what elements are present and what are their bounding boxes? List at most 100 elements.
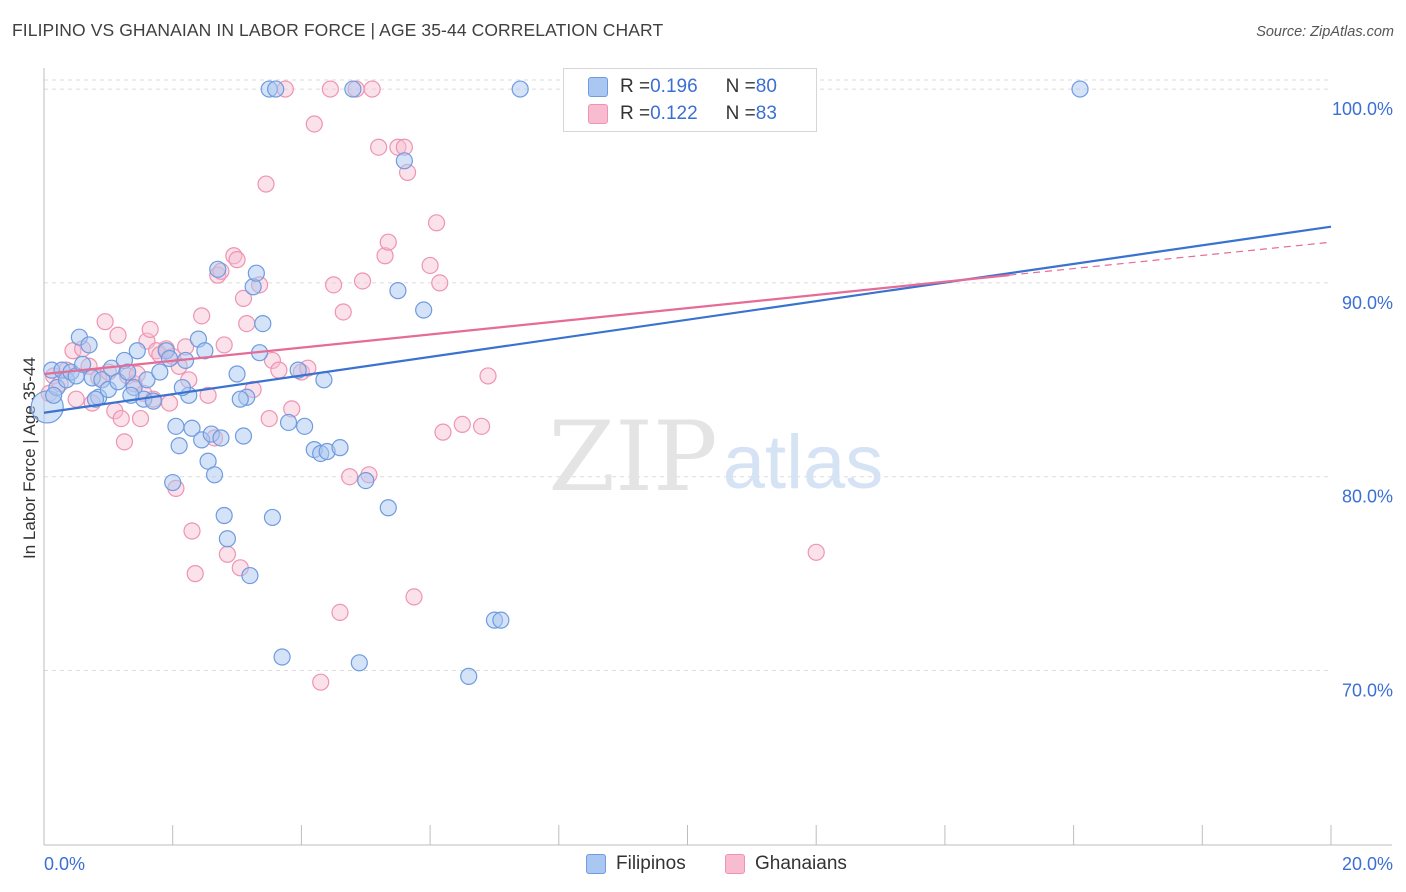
ghanaian-point	[363, 80, 381, 98]
filipino-point	[128, 342, 146, 360]
ghanaian-point	[321, 80, 339, 98]
filipinos-points	[30, 80, 1089, 685]
filipino-point	[1071, 80, 1089, 98]
ghanaian-point	[353, 272, 372, 290]
y-tick-label: 90.0%	[1342, 293, 1393, 313]
filipino-point	[183, 419, 201, 437]
filipino-point	[279, 413, 298, 432]
filipino-point	[138, 371, 156, 389]
axes	[43, 68, 1392, 846]
ghanaian-point	[431, 274, 449, 292]
filipino-point	[296, 417, 314, 435]
ghanaian-point	[453, 415, 471, 433]
ghanaian-point	[270, 361, 288, 379]
filipino-point	[389, 282, 407, 300]
legend-n-value: 80	[755, 76, 777, 97]
ghanaian-point	[141, 320, 159, 339]
y-tick-label: 100.0%	[1332, 99, 1393, 119]
filipino-point	[263, 508, 282, 527]
ghanaian-point	[379, 233, 397, 251]
ghanaian-point	[112, 409, 130, 428]
watermark: ZIP atlas	[548, 401, 883, 513]
legend-row-filipinos: R = 0.196 N = 80	[588, 75, 777, 99]
filipino-point	[379, 499, 397, 517]
filipino-point	[357, 472, 375, 490]
ghanaian-point	[215, 336, 233, 354]
filipino-point	[151, 363, 169, 381]
filipino-point	[289, 361, 307, 379]
filipino-point	[511, 80, 529, 98]
chart-title: FILIPINO VS GHANAIAN IN LABOR FORCE | AG…	[12, 20, 664, 40]
filipino-point	[209, 260, 227, 278]
filipino-point	[344, 80, 362, 98]
legend-r-label: R =	[620, 76, 651, 97]
ghanaian-point	[218, 545, 236, 563]
y-tick-label: 80.0%	[1342, 487, 1393, 507]
filipino-point	[167, 417, 185, 435]
filipinos-swatch	[588, 77, 608, 97]
x-tick-label: 20.0%	[1342, 854, 1393, 874]
filipino-point	[205, 466, 224, 484]
filipino-point	[231, 390, 249, 408]
ghanaian-point	[331, 603, 349, 622]
tick-labels: 70.0% 80.0% 90.0% 100.0% 0.0% 20.0%	[44, 99, 1393, 874]
filipino-point	[247, 264, 265, 282]
ghanaians-swatch	[588, 104, 608, 124]
filipino-point	[218, 530, 236, 548]
ghanaian-point	[260, 409, 278, 428]
series-legend-label: Ghanaians	[755, 853, 847, 874]
series-legend-filipinos: Filipinos	[586, 852, 686, 876]
filipino-point	[74, 355, 92, 373]
ghanaian-point	[67, 390, 85, 408]
ghanaian-point	[334, 303, 352, 321]
trend-lines	[43, 225, 1332, 414]
filipino-point	[254, 315, 272, 333]
series-legend-label: Filipinos	[616, 853, 686, 874]
ghanaian-point	[115, 433, 134, 451]
ghanaian-point	[193, 307, 211, 325]
ghanaian-point	[305, 115, 323, 133]
ghanaian-point	[96, 313, 114, 331]
filipino-point	[164, 473, 182, 492]
legend-r-label: R =	[620, 103, 651, 124]
filipino-point	[86, 390, 105, 408]
ghanaian-point	[807, 543, 825, 561]
ghanaian-point	[421, 256, 439, 275]
ghanaian-point	[257, 175, 275, 193]
filipino-point	[460, 667, 478, 685]
filipino-point	[196, 342, 214, 360]
ghanaian-point	[199, 386, 217, 404]
series-legend: Filipinos Ghanaians	[0, 852, 1406, 876]
series-legend-ghanaians: Ghanaians	[725, 852, 847, 876]
ghanaian-point	[370, 138, 388, 156]
ghanaian-point	[183, 522, 201, 540]
filipino-point	[160, 349, 179, 368]
legend-row-ghanaians: R = 0.122 N = 83	[588, 102, 777, 126]
filipino-point	[170, 437, 188, 455]
watermark-atlas: atlas	[723, 420, 884, 505]
ghanaians-trend-line	[43, 274, 1010, 376]
filipino-point	[215, 506, 233, 525]
ghanaian-point	[405, 588, 423, 606]
ghanaian-point	[434, 423, 452, 441]
ghanaian-point	[263, 351, 282, 370]
y-tick-label: 70.0%	[1342, 681, 1393, 701]
ghanaian-point	[109, 326, 127, 344]
ghanaian-point	[479, 367, 497, 385]
legend-r-value: 0.122	[650, 103, 698, 124]
ghanaians-points	[40, 80, 825, 691]
filipino-point	[350, 654, 368, 672]
ghanaian-point	[238, 315, 256, 333]
filipinos-swatch	[586, 854, 606, 874]
ghanaian-point	[228, 251, 246, 269]
legend-n-value: 83	[755, 103, 777, 124]
legend-r-value: 0.196	[650, 76, 698, 97]
ghanaian-point	[234, 289, 253, 308]
legend-n-label: N =	[725, 76, 756, 97]
ghanaian-point	[376, 247, 394, 265]
filipino-point	[228, 365, 246, 383]
legend-n-label: N =	[725, 103, 756, 124]
ghanaians-swatch	[725, 854, 745, 874]
ghanaian-point	[131, 409, 150, 428]
source-label: Source: ZipAtlas.com	[1256, 24, 1394, 40]
